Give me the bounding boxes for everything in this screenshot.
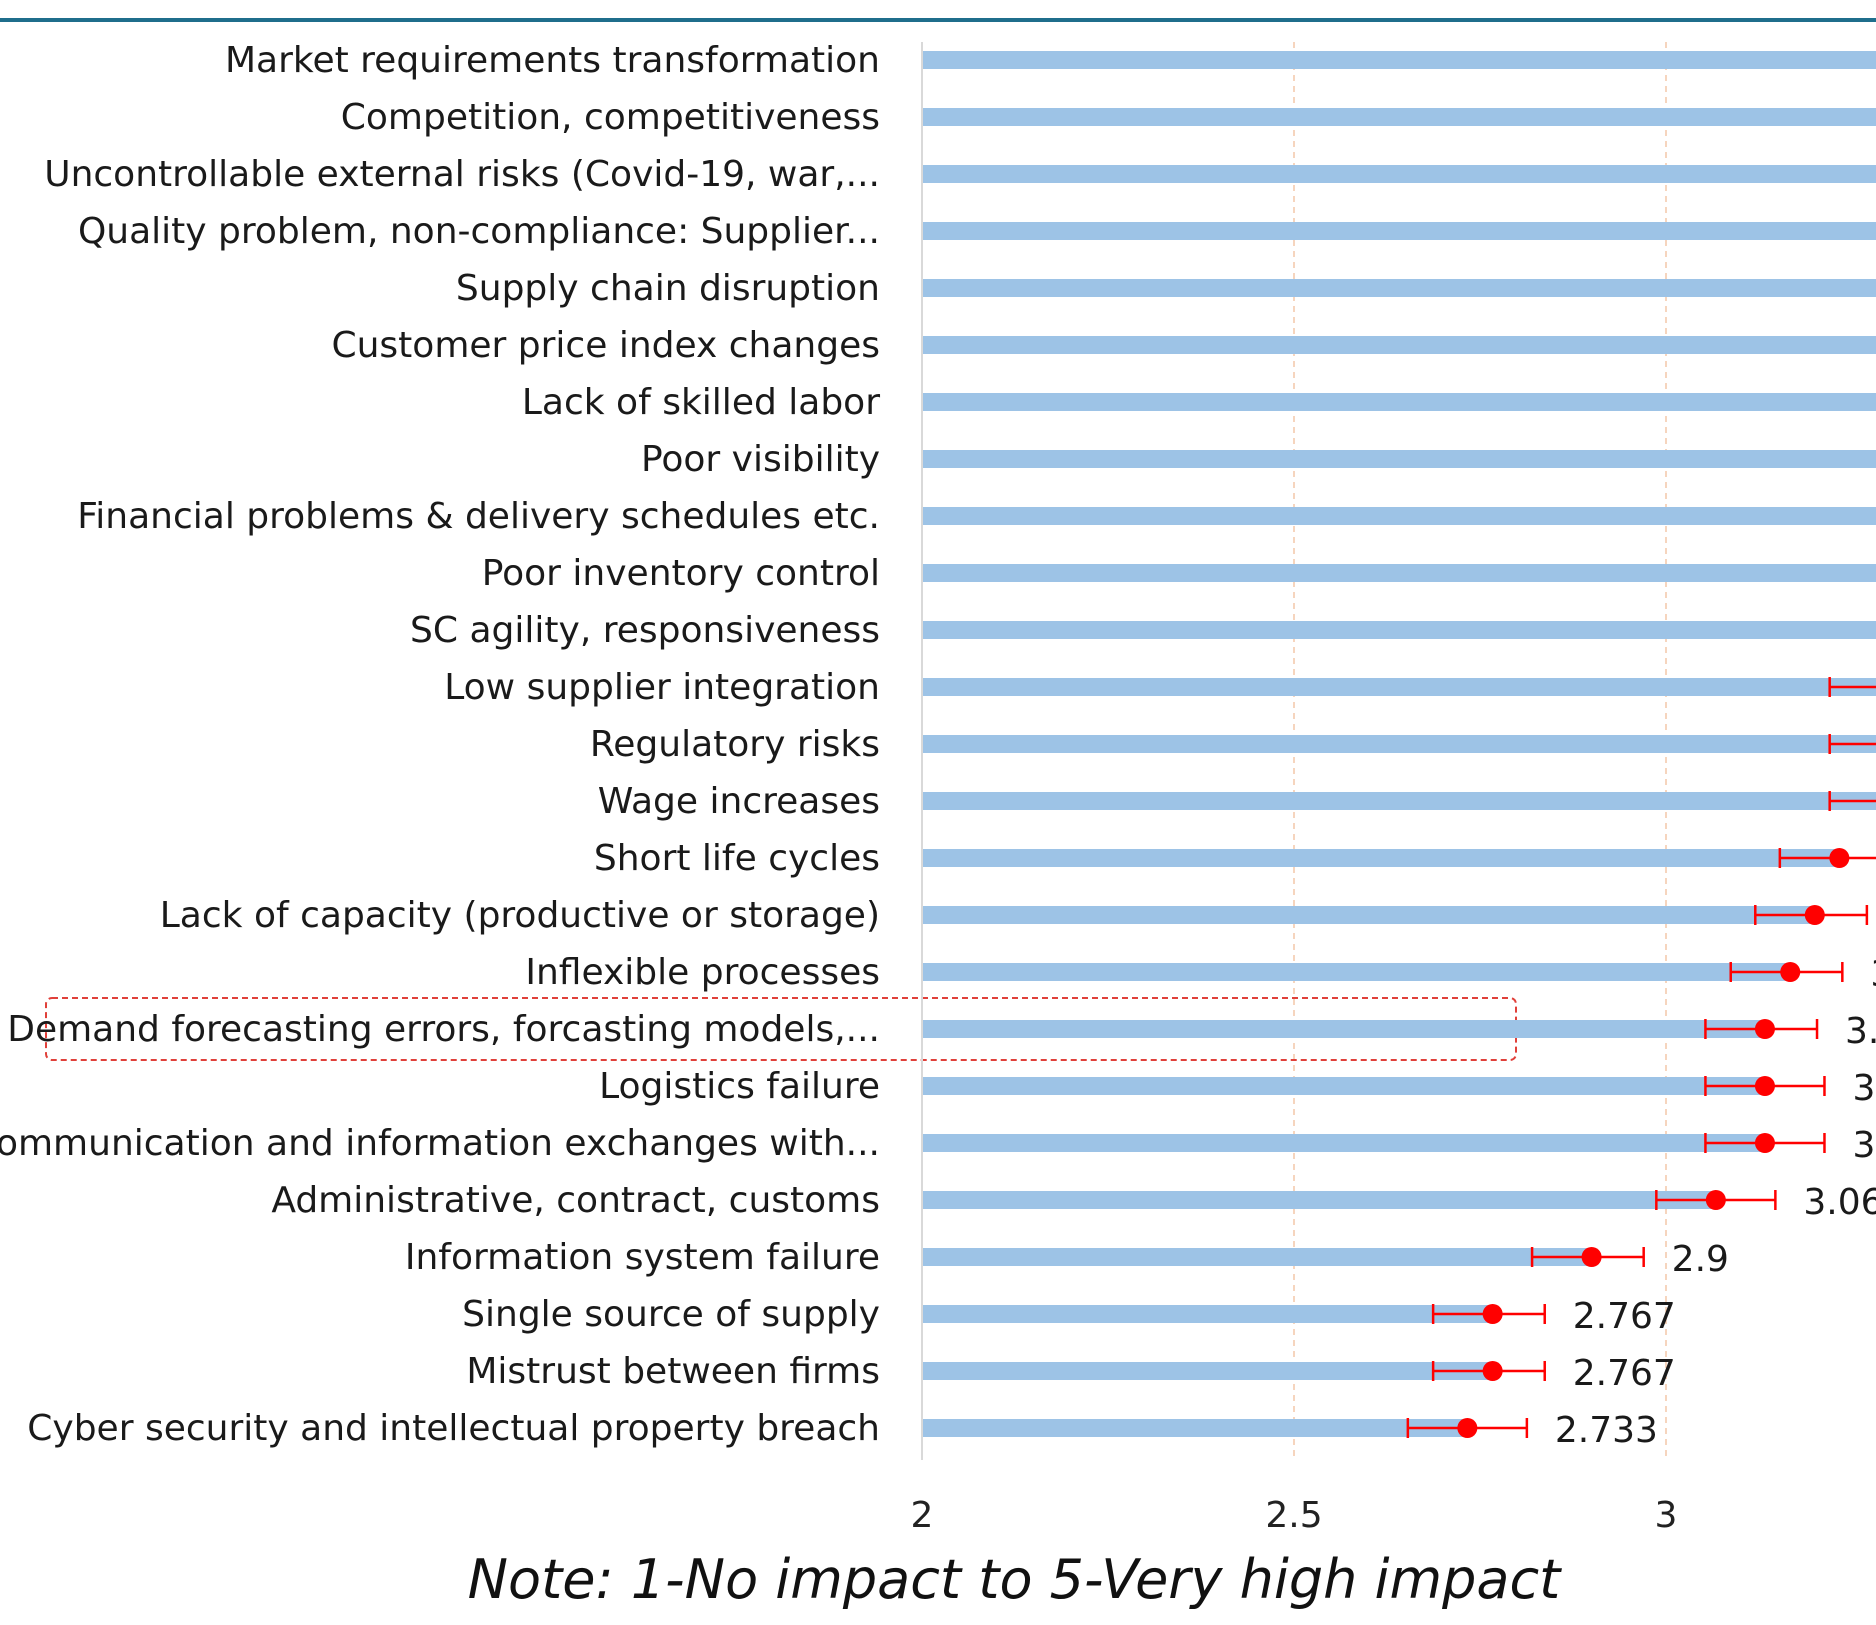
- mean-point: [1754, 1019, 1775, 1039]
- mean-point: [1482, 1361, 1503, 1381]
- bar: [922, 564, 1876, 582]
- mean-point: [1482, 1304, 1503, 1324]
- category-label: Uncontrollable external risks (Covid-19,…: [44, 154, 880, 195]
- bar: [922, 450, 1876, 468]
- x-tick-label: 2.5: [1265, 1495, 1322, 1536]
- bar: [922, 222, 1876, 240]
- bar: [922, 393, 1876, 411]
- x-axis-ticks: 22.533.544.5: [911, 1495, 1678, 1536]
- value-label: 3.167: [1870, 954, 1876, 995]
- value-label: 2.767: [1573, 1353, 1676, 1394]
- bar: [922, 1305, 1493, 1323]
- category-label: Inflexible processes: [525, 952, 880, 993]
- category-label: Administrative, contract, customs: [271, 1180, 880, 1221]
- category-labels: Market requirements transformation Compet…: [0, 40, 880, 1449]
- category-label: Cyber security and intellectual property…: [27, 1408, 880, 1449]
- value-labels: 443.9673.8333.83.7673.73.6333.5333.4673.…: [1555, 954, 1876, 1451]
- category-label: Logistics failure: [599, 1066, 880, 1107]
- value-label: 3.067: [1803, 1182, 1876, 1223]
- bar: [922, 336, 1876, 354]
- mean-point: [1780, 962, 1801, 982]
- bar: [922, 1191, 1716, 1209]
- category-label: Mistrust between firms: [466, 1351, 880, 1392]
- category-label: Competition, competitiveness: [341, 97, 880, 138]
- category-label: Lack of capacity (productive or storage): [160, 895, 880, 936]
- bar: [922, 963, 1791, 981]
- mean-point: [1754, 1133, 1775, 1153]
- category-label: Demand forecasting errors, forcasting mo…: [7, 1009, 880, 1050]
- category-label: SC agility, responsiveness: [410, 610, 880, 651]
- mean-point: [1804, 905, 1825, 925]
- category-label: Short life cycles: [594, 838, 880, 879]
- value-label: 3.133: [1852, 1068, 1876, 1109]
- bar: [922, 1248, 1592, 1266]
- top-rule: [0, 18, 1876, 22]
- bar: [922, 165, 1876, 183]
- bar: [922, 621, 1876, 639]
- category-label: Supply chain disruption: [456, 268, 880, 309]
- bar: [922, 279, 1876, 297]
- points: [1457, 848, 1850, 1438]
- x-tick-label: 2: [911, 1495, 934, 1536]
- mean-point: [1457, 1418, 1478, 1438]
- bar: [922, 507, 1876, 525]
- category-label: Low supplier integration: [444, 667, 880, 708]
- bar: [922, 906, 1815, 924]
- error-bars: [1406, 677, 1876, 1438]
- category-label: Wage increases: [598, 781, 880, 822]
- value-label: 2.9: [1672, 1239, 1729, 1280]
- category-label: Quality problem, non-compliance: Supplie…: [78, 211, 880, 252]
- value-label: 3.133: [1852, 1125, 1876, 1166]
- category-label: Poor inventory control: [482, 553, 880, 594]
- value-label: 2.767: [1573, 1296, 1676, 1337]
- category-label: Information system failure: [405, 1237, 880, 1278]
- category-label: Regulatory risks: [590, 724, 880, 765]
- bar: [922, 849, 1840, 867]
- category-label: Financial problems & delivery schedules …: [77, 496, 880, 537]
- note-text: Note: 1-No impact to 5-Very high impact: [468, 1548, 1563, 1611]
- category-label: Poor visibility: [641, 439, 880, 480]
- bar: [922, 108, 1876, 126]
- category-label: Market requirements transformation: [225, 40, 880, 81]
- mean-point: [1581, 1247, 1602, 1267]
- bar: [922, 51, 1876, 69]
- category-label: Communication and information exchanges …: [0, 1123, 880, 1164]
- bar: [922, 1419, 1468, 1437]
- bar: [922, 1134, 1765, 1152]
- category-label: Single source of supply: [462, 1294, 880, 1335]
- mean-point: [1829, 848, 1850, 868]
- bar: [922, 678, 1876, 696]
- bar: [922, 1020, 1765, 1038]
- value-label: 2.733: [1555, 1410, 1658, 1451]
- bar: [922, 792, 1876, 810]
- bar: [922, 1077, 1765, 1095]
- value-label: 3.133: [1845, 1011, 1876, 1052]
- x-tick-label: 3: [1655, 1495, 1678, 1536]
- bar: [922, 735, 1876, 753]
- bar: [922, 1362, 1493, 1380]
- category-label: Lack of skilled labor: [522, 382, 880, 423]
- mean-point: [1705, 1190, 1726, 1210]
- mean-point: [1754, 1076, 1775, 1096]
- category-label: Customer price index changes: [331, 325, 880, 366]
- bars: [922, 51, 1876, 1437]
